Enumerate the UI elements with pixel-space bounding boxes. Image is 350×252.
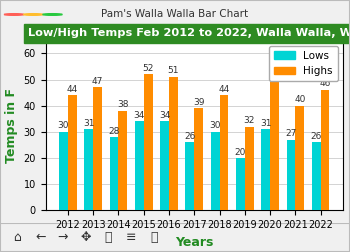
Bar (68, 95, 77, 210)
X-axis label: Years: Years (175, 236, 214, 249)
Text: 44: 44 (66, 85, 78, 94)
Text: ⎙: ⎙ (150, 231, 158, 244)
Y-axis label: Temps in F: Temps in F (5, 88, 18, 163)
Text: 34: 34 (159, 111, 170, 120)
Bar (144, 74, 153, 210)
Bar (169, 77, 178, 210)
Text: ⌂: ⌂ (14, 231, 21, 244)
Text: 20: 20 (235, 147, 246, 156)
Text: →: → (58, 231, 68, 244)
Text: Pam's Walla Walla Bar Chart: Pam's Walla Walla Bar Chart (102, 10, 248, 19)
Text: 26: 26 (310, 132, 322, 141)
Bar (295, 106, 304, 210)
Bar (287, 140, 295, 210)
Bar (219, 95, 228, 210)
Bar (211, 132, 219, 210)
Text: 28: 28 (108, 127, 120, 136)
Bar (245, 127, 254, 210)
Text: 40: 40 (294, 95, 306, 104)
Bar (194, 108, 203, 210)
Bar (59, 132, 68, 210)
Text: 51: 51 (168, 66, 179, 75)
Text: 44: 44 (218, 85, 230, 94)
Text: ≡: ≡ (126, 231, 136, 244)
Text: 38: 38 (117, 100, 128, 109)
Bar (93, 87, 102, 210)
Circle shape (23, 14, 43, 15)
Text: 49: 49 (269, 72, 280, 81)
Text: 39: 39 (193, 98, 204, 107)
Text: 30: 30 (209, 121, 221, 130)
Bar (261, 129, 270, 210)
Circle shape (43, 14, 62, 15)
Text: ←: ← (35, 231, 46, 244)
Bar (160, 121, 169, 210)
Bar (186, 142, 194, 210)
Text: 32: 32 (244, 116, 255, 125)
Bar (118, 111, 127, 210)
Bar (312, 142, 321, 210)
Text: 26: 26 (184, 132, 196, 141)
Title: Low/High Temps Feb 2012 to 2022, Walla Walla, WA: Low/High Temps Feb 2012 to 2022, Walla W… (28, 28, 350, 38)
Bar (110, 137, 118, 210)
Text: 34: 34 (134, 111, 145, 120)
Bar (236, 158, 245, 210)
Bar (321, 90, 329, 210)
Text: 31: 31 (83, 119, 95, 128)
Legend: Lows, Highs: Lows, Highs (269, 46, 338, 81)
Text: 27: 27 (285, 129, 296, 138)
Bar (270, 82, 279, 210)
Bar (84, 129, 93, 210)
Text: 31: 31 (260, 119, 271, 128)
Text: ⌕: ⌕ (105, 231, 112, 244)
Text: 30: 30 (58, 121, 69, 130)
Text: ✥: ✥ (80, 231, 91, 244)
Text: 46: 46 (319, 79, 331, 88)
Bar (135, 121, 144, 210)
Text: 52: 52 (142, 64, 154, 73)
Text: 47: 47 (92, 77, 103, 86)
Circle shape (4, 14, 24, 15)
